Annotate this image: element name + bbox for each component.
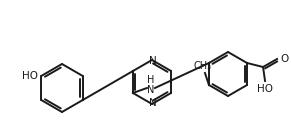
Text: CH₃: CH₃ [194, 61, 212, 71]
Text: N: N [149, 56, 157, 66]
Text: HO: HO [257, 84, 273, 94]
Text: HO: HO [22, 71, 38, 81]
Text: N: N [149, 98, 157, 108]
Text: O: O [280, 54, 288, 64]
Text: H
N: H N [147, 75, 155, 95]
